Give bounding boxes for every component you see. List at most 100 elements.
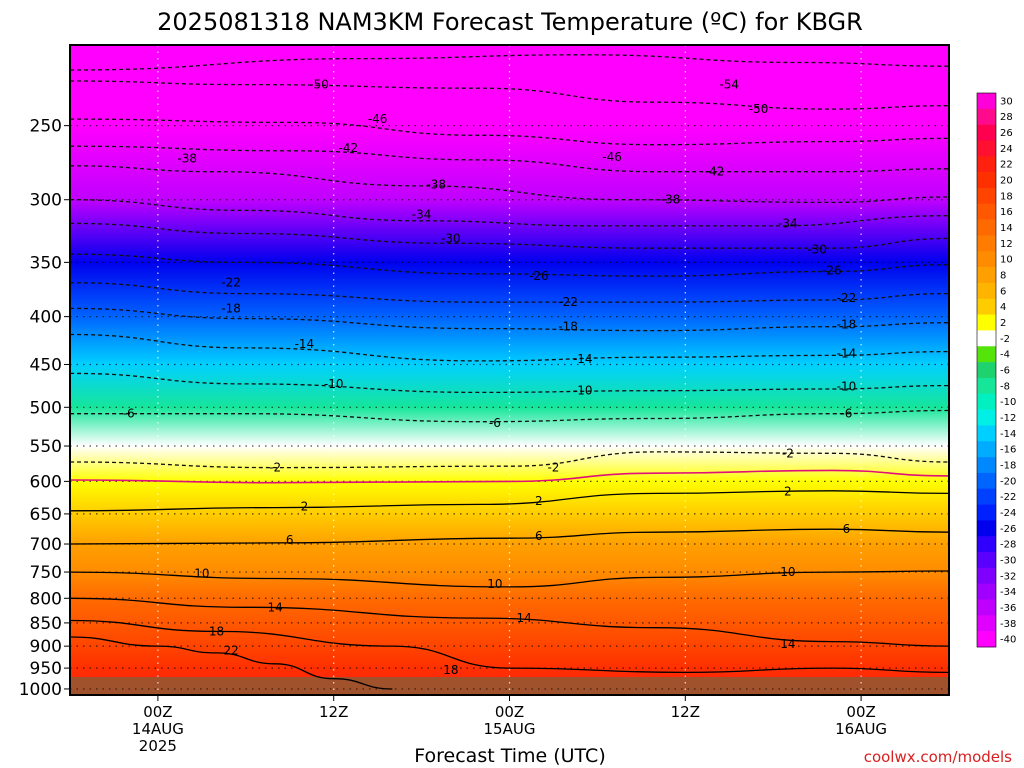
contour-label: -2 xyxy=(269,461,281,475)
contour-lines xyxy=(70,54,949,690)
colorbar-swatch xyxy=(977,172,996,189)
y-tick-label: 650 xyxy=(30,505,62,525)
contour-label: -22 xyxy=(837,291,857,305)
terrain-strip xyxy=(70,677,949,695)
contour-line xyxy=(70,54,949,71)
colorbar-label: -36 xyxy=(1000,603,1016,614)
colorbar-swatch xyxy=(977,314,996,331)
contour-label: -34 xyxy=(412,207,432,221)
contour-line xyxy=(70,636,393,690)
colorbar-label: -28 xyxy=(1000,540,1016,551)
colorbar-swatch xyxy=(977,377,996,395)
colorbar-swatch xyxy=(977,93,996,110)
contour-label: -38 xyxy=(177,151,197,165)
colorbar-label: -30 xyxy=(1000,555,1016,566)
colorbar-swatch xyxy=(977,124,996,141)
contour-label: -46 xyxy=(602,150,622,164)
plot-area: -50 -54 -50 -46 -42 -46 -38 -42 -38 -38 -34 -34 -30 -… xyxy=(69,44,950,696)
contour-label: 10 xyxy=(780,565,795,579)
y-tick-label: 300 xyxy=(30,191,62,211)
y-tick-label: 900 xyxy=(30,637,62,657)
contour-label: 18 xyxy=(209,624,224,638)
contour-line xyxy=(70,307,949,332)
y-tick-label: 500 xyxy=(30,398,62,418)
contour-label: 22 xyxy=(224,644,239,658)
colorbar-swatch xyxy=(977,599,996,616)
contour-label: -26 xyxy=(822,263,842,277)
contour-label: 18 xyxy=(443,663,458,677)
contour-label: -26 xyxy=(529,269,549,283)
contour-label: -50 xyxy=(309,78,329,92)
contour-line xyxy=(70,451,949,469)
contour-line xyxy=(70,145,949,173)
contour-label: -6 xyxy=(489,416,501,430)
chart-title: 2025081318 NAM3KM Forecast Temperature (… xyxy=(157,8,863,36)
colorbar-swatch xyxy=(977,282,996,300)
colorbar-swatch xyxy=(977,219,996,236)
colorbar-swatch xyxy=(977,536,996,553)
contour-line xyxy=(70,528,949,545)
contour-label: -46 xyxy=(368,112,388,126)
contour-label: 14 xyxy=(267,600,282,614)
contour-label: -2 xyxy=(782,446,794,460)
contour-line xyxy=(70,282,949,303)
contour-label: -10 xyxy=(324,377,344,391)
colorbar-label: -16 xyxy=(1000,445,1016,456)
contour-label: -10 xyxy=(573,384,593,398)
y-tick-label: 450 xyxy=(30,355,62,375)
colorbar-label: -32 xyxy=(1000,571,1016,582)
contour-label: -38 xyxy=(426,178,446,192)
credit-text: coolwx.com/models xyxy=(864,748,1012,766)
contour-label: 14 xyxy=(517,611,532,625)
y-tick-label: 1000 xyxy=(19,680,62,700)
colorbar-swatch xyxy=(977,567,996,584)
contour-label: -38 xyxy=(661,193,681,207)
colorbar-swatch xyxy=(977,552,996,569)
contour-label: -30 xyxy=(807,242,827,256)
colorbar-label: 30 xyxy=(1000,96,1013,107)
colorbar-swatch xyxy=(977,298,996,315)
contour-labels: -50 -54 -50 -46 -42 -46 -38 -42 -38 -38 -34 -34 -30 -… xyxy=(123,78,857,678)
colorbar-label: 12 xyxy=(1000,239,1013,250)
colorbar-label: -22 xyxy=(1000,492,1016,503)
colorbar-frame xyxy=(976,92,997,648)
contour-label: -2 xyxy=(547,461,559,475)
contour-label: 10 xyxy=(487,577,502,591)
colorbar-swatch xyxy=(977,187,996,205)
y-tick-label: 950 xyxy=(30,659,62,679)
contour-line xyxy=(70,333,949,362)
colorbar-label: -38 xyxy=(1000,619,1016,630)
colorbar-swatch xyxy=(977,108,996,125)
contour-label: -18 xyxy=(221,301,241,315)
colorbar-swatch xyxy=(977,504,996,521)
colorbar-swatch xyxy=(977,203,996,220)
colorbar-label: -24 xyxy=(1000,508,1016,519)
contour-label: 2 xyxy=(784,484,792,498)
colorbar: 30 28 26 24 22 20 18 16 14 12 10 8 6 4 2 -2 -4 -6 -8 -10 -12… xyxy=(976,92,1016,648)
colorbar-label: -2 xyxy=(1000,334,1010,345)
contour-label: -30 xyxy=(441,231,461,245)
contour-line xyxy=(70,570,949,588)
colorbar-label: 16 xyxy=(1000,207,1013,218)
y-tick-label: 350 xyxy=(30,253,62,273)
colorbar-label: 8 xyxy=(1000,271,1006,282)
contour-line xyxy=(70,490,949,512)
colorbar-swatch xyxy=(977,520,996,537)
colorbar-label: 22 xyxy=(1000,160,1013,171)
x-axis-label: Forecast Time (UTC) xyxy=(414,745,605,767)
gridlines xyxy=(70,45,949,695)
x-tick-label: 14AUG xyxy=(132,720,184,738)
colorbar-swatch xyxy=(977,156,996,173)
y-tick-label: 800 xyxy=(30,589,62,609)
contour-label: 6 xyxy=(535,529,543,543)
y-tick-label: 250 xyxy=(30,117,62,137)
contour-label: -14 xyxy=(837,346,857,360)
colorbar-label: -26 xyxy=(1000,524,1016,535)
colorbar-label: 26 xyxy=(1000,128,1013,139)
x-tick-label: 00Z xyxy=(143,703,172,721)
contour-label: -18 xyxy=(558,320,578,334)
contour-label: -18 xyxy=(837,318,857,332)
x-tick-label: 00Z xyxy=(495,703,524,721)
colorbar-swatch xyxy=(977,346,996,363)
